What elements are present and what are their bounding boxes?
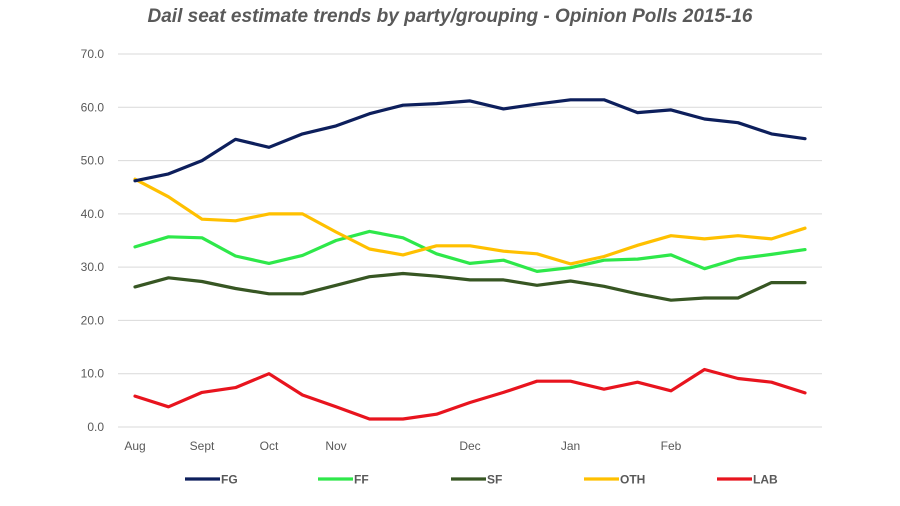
- series-line-sf: [133, 271, 807, 302]
- series-line-fg: [133, 98, 807, 183]
- chart-title: Dail seat estimate trends by party/group…: [147, 6, 753, 27]
- legend-item-lab: LAB: [717, 473, 778, 487]
- x-tick-label: Jan: [561, 439, 580, 453]
- y-tick-label: 70.0: [81, 47, 105, 61]
- legend-label: LAB: [753, 473, 778, 487]
- legend-label: FG: [221, 473, 238, 487]
- x-tick-label: Feb: [661, 439, 682, 453]
- y-tick-label: 60.0: [81, 100, 105, 114]
- y-tick-label: 0.0: [87, 420, 104, 434]
- y-tick-label: 20.0: [81, 313, 105, 327]
- legend-item-fg: FG: [185, 473, 238, 487]
- legend-item-ff: FF: [318, 473, 369, 487]
- y-tick-label: 40.0: [81, 207, 105, 221]
- legend: FG FF SF OTH LAB: [185, 473, 778, 487]
- y-tick-label: 50.0: [81, 154, 105, 168]
- x-tick-label: Dec: [459, 439, 480, 453]
- series-line-oth: [133, 177, 807, 266]
- y-axis-ticks: 0.0 10.0 20.0 30.0 40.0 50.0 60.0 70.0: [81, 47, 105, 434]
- y-tick-label: 30.0: [81, 260, 105, 274]
- x-tick-label: Aug: [124, 439, 145, 453]
- series-line-lab: [133, 367, 807, 421]
- legend-label: OTH: [620, 473, 645, 487]
- legend-label: FF: [354, 473, 369, 487]
- series-lines: [133, 98, 807, 421]
- legend-item-sf: SF: [451, 473, 502, 487]
- x-tick-label: Nov: [325, 439, 346, 453]
- legend-label: SF: [487, 473, 502, 487]
- x-tick-label: Oct: [260, 439, 279, 453]
- legend-item-oth: OTH: [584, 473, 645, 487]
- x-axis-ticks: Aug Sept Oct Nov Dec Jan Feb: [124, 439, 681, 453]
- x-tick-label: Sept: [190, 439, 215, 453]
- series-line-ff: [133, 229, 807, 273]
- y-tick-label: 10.0: [81, 367, 105, 381]
